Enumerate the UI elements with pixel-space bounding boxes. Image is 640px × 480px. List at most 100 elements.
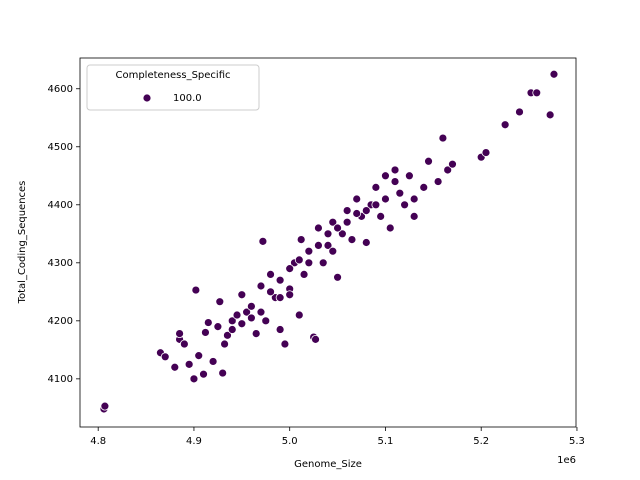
point (285, 264, 295, 274)
point (304, 246, 314, 256)
axes-frame (79, 57, 577, 428)
point (179, 339, 189, 349)
point (385, 223, 395, 233)
x-tick-label: 5.1 (377, 436, 393, 447)
y-tick-label: 4200 (48, 316, 73, 327)
point (342, 217, 352, 227)
x-tick-label: 5.0 (282, 436, 298, 447)
point (342, 206, 352, 215)
point (237, 319, 247, 329)
point (261, 316, 271, 326)
point (400, 200, 410, 210)
point (409, 211, 419, 221)
y-axis-label: Total_Coding_Sequences (17, 181, 28, 305)
point (199, 369, 208, 379)
x-offset-label: 1e6 (557, 455, 576, 466)
point (314, 241, 323, 250)
point (318, 258, 328, 268)
x-tick-label: 4.9 (186, 436, 202, 447)
x-tick-label: 4.8 (90, 436, 106, 447)
point (545, 110, 555, 120)
point (218, 368, 228, 378)
point (347, 235, 357, 244)
x-tick-label: 5.2 (473, 436, 489, 447)
point (323, 241, 333, 250)
point (201, 328, 210, 337)
point (409, 194, 419, 204)
legend-marker (142, 93, 152, 103)
point (304, 258, 314, 268)
y-tick-label: 4600 (48, 84, 73, 95)
x-axis-label: Genome_Size (294, 459, 362, 470)
legend: Completeness_Specific 100.0 (86, 64, 260, 111)
legend-label: 100.0 (173, 93, 202, 104)
point (323, 229, 333, 239)
point (246, 301, 256, 311)
point (294, 255, 304, 265)
point (333, 223, 342, 233)
point (189, 374, 199, 384)
point (275, 293, 285, 303)
point (256, 307, 266, 317)
point (285, 290, 295, 300)
point (191, 285, 201, 295)
point (500, 120, 510, 130)
point (390, 165, 400, 175)
point (433, 177, 443, 186)
point (390, 177, 400, 186)
point (424, 156, 433, 166)
point (215, 297, 225, 307)
point (404, 171, 414, 181)
point (275, 275, 285, 285)
point (227, 316, 237, 326)
point (515, 107, 524, 117)
point (438, 133, 448, 143)
point (237, 290, 247, 300)
point (352, 194, 362, 204)
y-tick-label: 4100 (48, 374, 73, 385)
point (333, 272, 342, 282)
point (361, 206, 371, 215)
point (258, 236, 268, 246)
point (376, 211, 386, 221)
point (381, 171, 390, 181)
point (170, 362, 180, 372)
point (371, 182, 381, 192)
point (311, 334, 320, 344)
point (175, 329, 184, 338)
y-tick-label: 4400 (48, 200, 73, 211)
point (443, 165, 453, 175)
point (296, 235, 306, 244)
y-tick-label: 4300 (48, 258, 73, 269)
point (328, 217, 338, 227)
point (280, 339, 290, 349)
point (381, 194, 390, 204)
point (275, 325, 285, 334)
point (294, 310, 304, 320)
point (223, 330, 232, 340)
point (256, 281, 266, 291)
point (549, 69, 559, 79)
point (100, 401, 110, 411)
point (266, 287, 275, 297)
point (203, 318, 213, 327)
point (220, 339, 229, 349)
point (481, 148, 491, 157)
point (299, 270, 309, 279)
point (371, 200, 381, 210)
point (352, 209, 362, 218)
point (337, 229, 347, 239)
legend-box (86, 64, 260, 111)
point (213, 322, 223, 332)
point (448, 159, 457, 169)
point (532, 88, 542, 98)
x-tick-label: 5.3 (569, 436, 585, 447)
point (328, 246, 338, 256)
plot-area (99, 69, 559, 414)
point (361, 238, 371, 247)
point (242, 307, 252, 317)
point (160, 352, 170, 362)
point (232, 310, 242, 320)
point (419, 182, 429, 192)
